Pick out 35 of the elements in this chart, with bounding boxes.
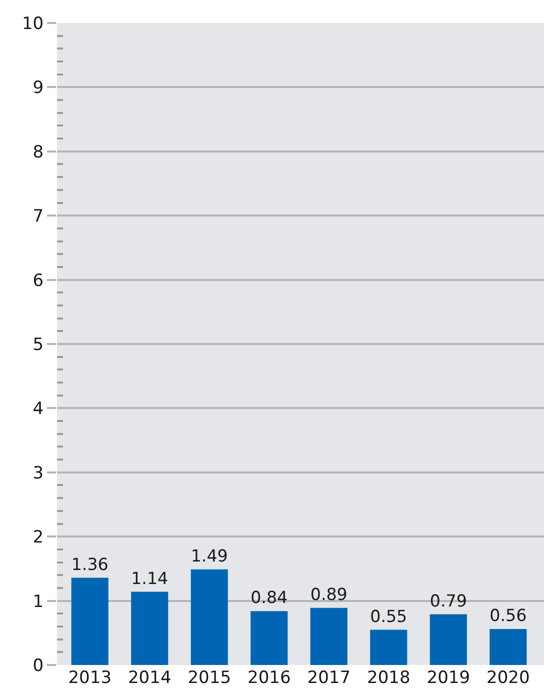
bar bbox=[131, 592, 168, 665]
y-tick-label: 7 bbox=[32, 206, 44, 227]
y-tick-label: 8 bbox=[32, 142, 44, 162]
bar bbox=[71, 578, 108, 665]
x-tick-label: 2019 bbox=[426, 668, 470, 688]
bar bbox=[370, 630, 408, 665]
x-tick-label: 2015 bbox=[188, 668, 232, 688]
y-tick-label: 5 bbox=[32, 334, 44, 355]
bar bbox=[190, 569, 228, 665]
data-label: 0.84 bbox=[250, 588, 288, 608]
data-label: 0.56 bbox=[490, 606, 527, 626]
x-tick-label: 2016 bbox=[247, 668, 291, 688]
y-tick-label: 1 bbox=[32, 592, 44, 612]
bar bbox=[310, 608, 348, 665]
data-label: 1.36 bbox=[71, 554, 108, 574]
bar bbox=[490, 629, 527, 665]
y-tick-label: 0 bbox=[32, 656, 44, 676]
data-label: 0.79 bbox=[430, 591, 467, 610]
x-tick-label: 2017 bbox=[307, 668, 351, 688]
y-tick-label: 9 bbox=[32, 78, 44, 98]
y-tick-label: 3 bbox=[32, 463, 44, 484]
y-tick-label: 4 bbox=[32, 399, 44, 420]
x-tick-label: 2014 bbox=[128, 668, 172, 688]
data-label: 1.49 bbox=[190, 546, 228, 566]
bar bbox=[250, 611, 288, 665]
x-tick-label: 2013 bbox=[68, 668, 112, 688]
data-label: 1.14 bbox=[131, 568, 168, 588]
data-label: 0.89 bbox=[310, 584, 348, 604]
y-tick-label: 10 bbox=[22, 14, 44, 34]
x-tick-label: 2020 bbox=[486, 668, 530, 688]
y-tick-label: 6 bbox=[32, 270, 44, 291]
x-tick-label: 2018 bbox=[367, 668, 410, 688]
data-label: 0.55 bbox=[370, 606, 408, 626]
bar bbox=[430, 614, 467, 665]
y-tick-label: 2 bbox=[32, 528, 44, 548]
